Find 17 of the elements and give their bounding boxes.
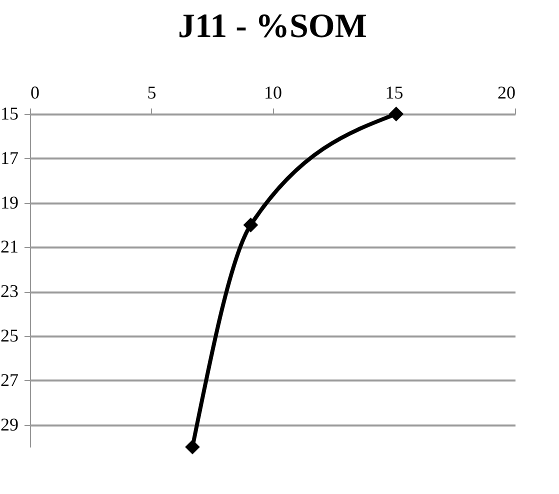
y-tick-label: 29 [0, 414, 18, 434]
y-tick-label: 21 [0, 236, 18, 257]
y-tick-label: 23 [0, 281, 18, 302]
point [388, 106, 404, 122]
y-tick-label: 19 [0, 192, 18, 212]
x-tick-label: 5 [147, 82, 156, 102]
y-tick-label: 15 [0, 104, 18, 124]
x-tick-label: 15 [385, 82, 404, 102]
x-tick-label: 20 [498, 82, 516, 102]
chart-title: J11 - %SOM [178, 8, 367, 45]
y-tick-label: 17 [0, 148, 18, 168]
point [243, 218, 258, 232]
x-tick-label: 10 [264, 82, 282, 102]
x-tick-label: 0 [30, 82, 40, 102]
y-tick-label: 27 [0, 370, 18, 390]
point [185, 440, 200, 454]
y-tick-label: 25 [0, 326, 18, 346]
